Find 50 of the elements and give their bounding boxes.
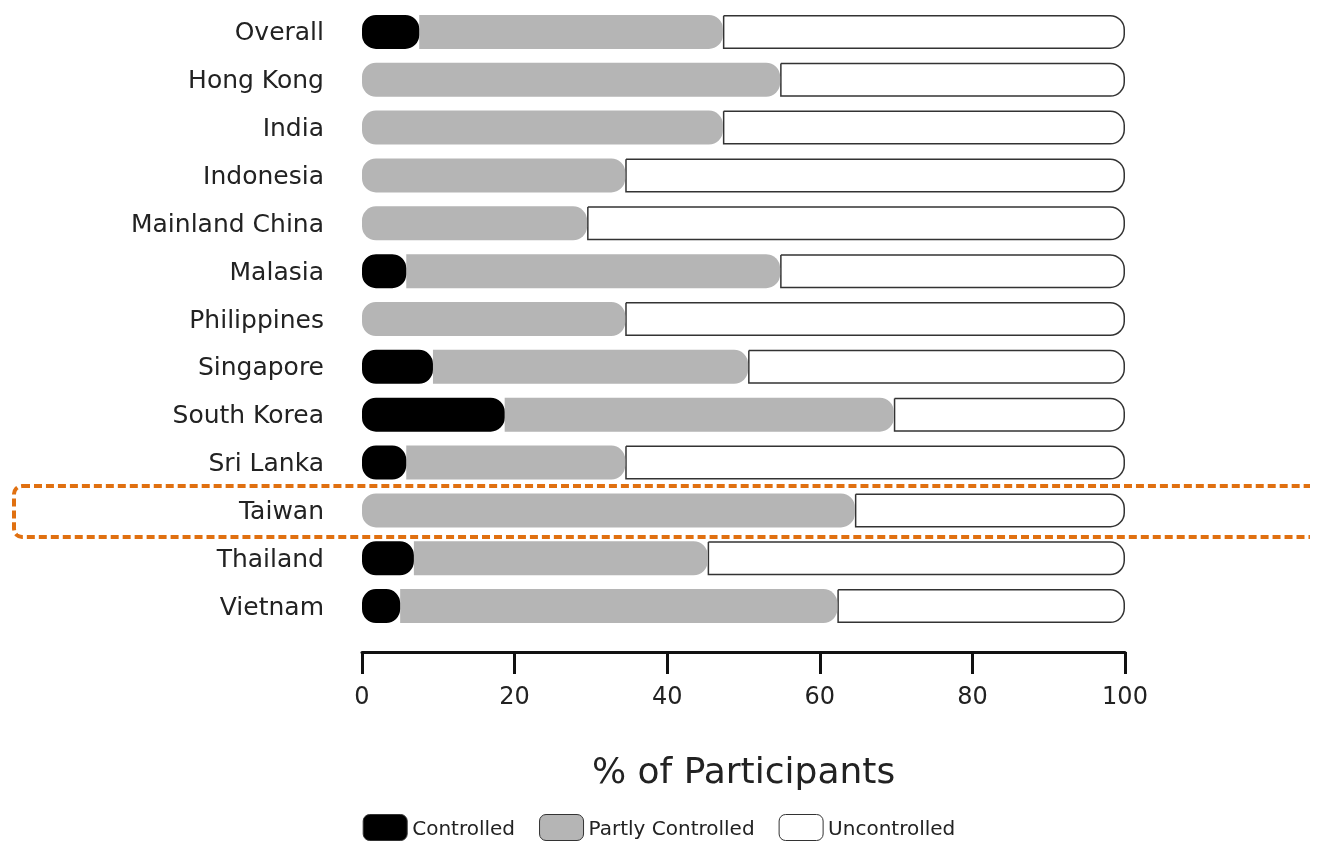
x-tick-label: 0 xyxy=(354,682,370,710)
y-tick-label: Philippines xyxy=(189,304,324,334)
y-tick-label: Thailand xyxy=(215,543,324,573)
y-tick-label: South Korea xyxy=(172,400,324,430)
y-tick-label: Malasia xyxy=(229,256,324,286)
y-tick-label: Indonesia xyxy=(203,160,324,190)
bar xyxy=(432,349,749,384)
x-tick-label: 100 xyxy=(1102,682,1148,710)
bar xyxy=(362,62,781,97)
legend-label: Controlled xyxy=(412,815,516,840)
bar xyxy=(362,206,588,241)
bar xyxy=(707,541,1125,576)
bar xyxy=(362,493,855,528)
x-tick-label: 20 xyxy=(499,682,530,710)
bar xyxy=(748,349,1125,384)
y-tick-label: Mainland China xyxy=(130,208,324,238)
x-tick-label: 40 xyxy=(651,682,683,710)
bar xyxy=(362,397,505,432)
bar xyxy=(625,445,1125,480)
bar xyxy=(722,110,1125,145)
y-tick-label: Singapore xyxy=(197,352,324,382)
y-tick-label: Overall xyxy=(234,17,324,47)
y-tick-label: India xyxy=(262,113,324,143)
bar xyxy=(780,254,1125,289)
bar xyxy=(837,589,1125,624)
bar xyxy=(625,158,1125,193)
bar xyxy=(406,445,626,480)
bar xyxy=(400,589,838,624)
y-tick-label: Hong Kong xyxy=(188,65,324,95)
x-axis-title: % of Participants xyxy=(591,749,896,791)
bar xyxy=(893,397,1125,432)
bar xyxy=(362,302,626,336)
y-tick-label: Taiwan xyxy=(237,495,324,525)
bar xyxy=(780,62,1125,97)
x-tick-label: 80 xyxy=(957,682,988,710)
x-tick-label: 60 xyxy=(804,682,836,710)
legend-label: Partly Controlled xyxy=(588,815,755,840)
bar xyxy=(854,493,1125,528)
y-tick-label: Sri Lanka xyxy=(208,448,324,478)
y-tick-label: Vietnam xyxy=(219,591,324,621)
bar xyxy=(722,14,1125,49)
bar xyxy=(587,206,1125,241)
bar xyxy=(362,158,626,193)
bar xyxy=(625,302,1125,336)
bar xyxy=(362,110,723,145)
bar xyxy=(413,541,708,576)
bar xyxy=(504,397,894,432)
bar xyxy=(419,14,723,49)
bar xyxy=(406,254,781,289)
legend-label: Uncontrolled xyxy=(828,815,956,840)
